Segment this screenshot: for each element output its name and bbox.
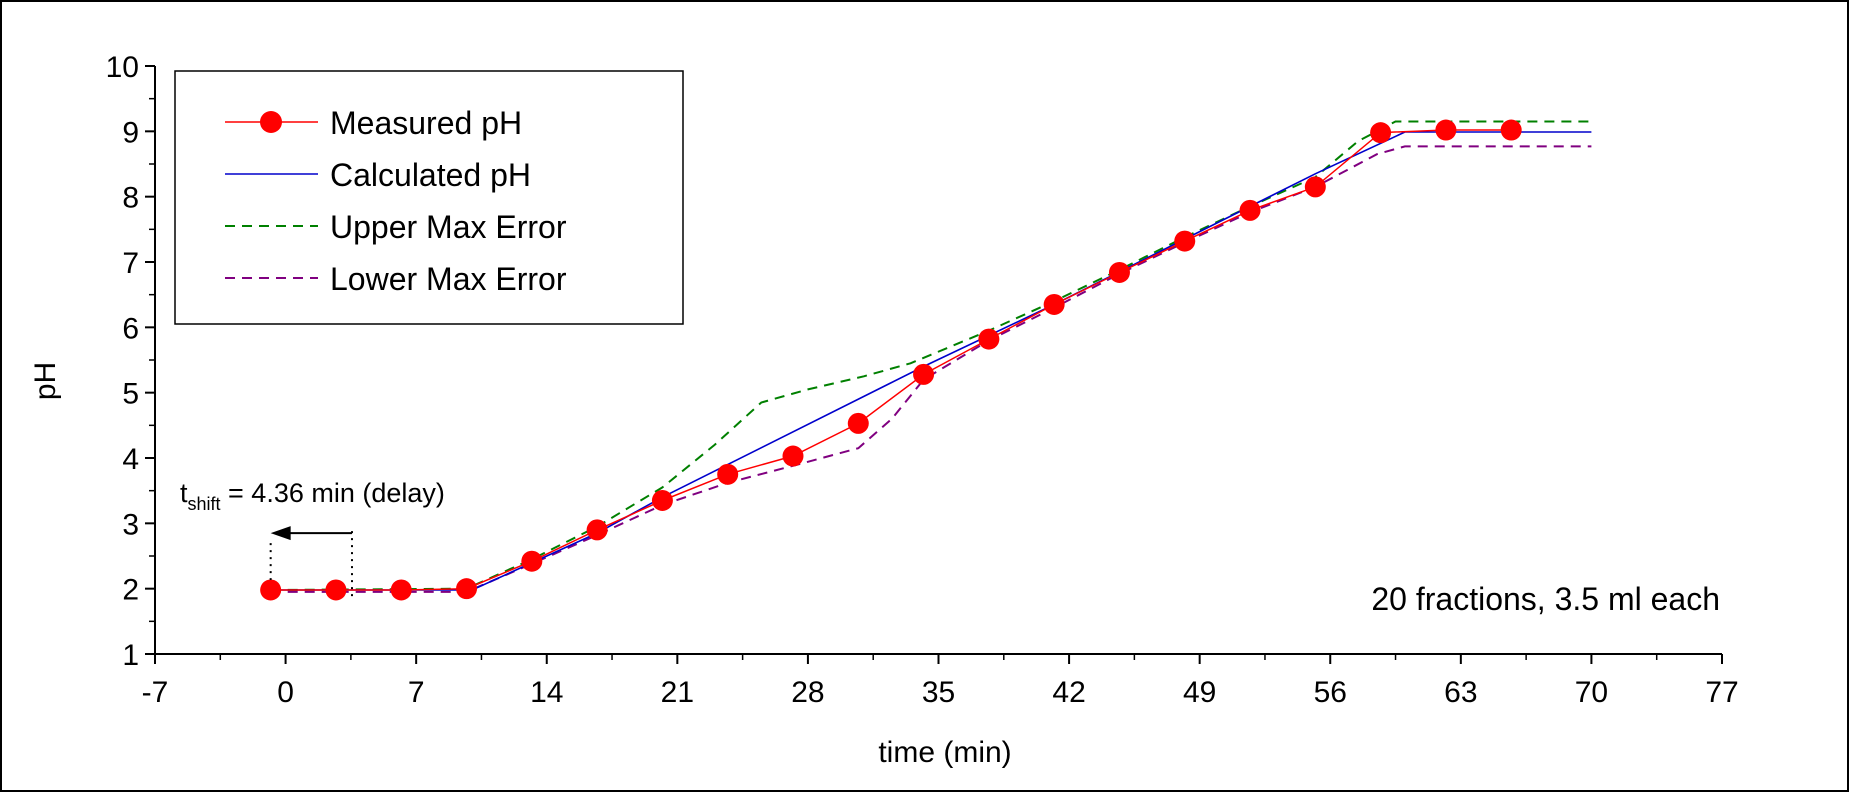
y-tick-label: 9	[122, 116, 139, 149]
shift-label-rest: = 4.36 min (delay)	[221, 478, 445, 508]
data-point-measured	[456, 578, 478, 600]
y-tick-label: 1	[122, 639, 139, 672]
y-tick-label: 8	[122, 182, 139, 215]
data-point-measured	[913, 363, 935, 385]
fractions-note: 20 fractions, 3.5 ml each	[1371, 581, 1720, 617]
data-point-measured	[1108, 261, 1130, 283]
y-tick-label: 6	[122, 312, 139, 345]
y-tick-label: 3	[122, 508, 139, 541]
x-tick-label: 77	[1705, 676, 1738, 709]
x-tick-label: 70	[1575, 676, 1608, 709]
shift-label-main: t	[180, 478, 188, 508]
series-line-measured-ph	[270, 129, 1512, 591]
data-point-measured	[1304, 176, 1326, 198]
data-point-measured	[260, 579, 282, 601]
y-tick-label: 5	[122, 378, 139, 411]
legend-label-calculated: Calculated pH	[330, 157, 531, 193]
legend-marker-measured	[260, 111, 282, 133]
y-tick-label: 7	[122, 247, 139, 280]
data-point-measured	[1239, 199, 1261, 221]
data-point-measured	[717, 463, 739, 485]
x-tick-label: 56	[1314, 676, 1347, 709]
y-tick-label: 2	[122, 574, 139, 607]
data-point-measured	[782, 445, 804, 467]
x-tick-label: 63	[1444, 676, 1477, 709]
x-tick-label: 0	[277, 676, 294, 709]
x-axis-label: time (min)	[878, 736, 1011, 769]
data-point-measured	[1500, 119, 1522, 141]
annotation-layer	[269, 526, 353, 600]
data-point-measured	[847, 412, 869, 434]
legend-box	[174, 70, 684, 325]
y-axis-label: pH	[29, 362, 62, 400]
x-tick-label: 42	[1052, 676, 1085, 709]
data-point-measured	[390, 579, 412, 601]
legend: Measured pH Calculated pH Upper Max Erro…	[174, 70, 684, 325]
x-tick-label: 7	[408, 676, 425, 709]
data-point-measured	[1435, 119, 1457, 141]
shift-arrow-head	[270, 526, 291, 541]
data-point-measured	[325, 579, 347, 601]
series-layer	[260, 119, 1592, 601]
legend-label-upper: Upper Max Error	[330, 209, 567, 245]
y-tick-label: 4	[122, 443, 139, 476]
x-tick-label: 35	[922, 676, 955, 709]
data-point-measured	[586, 519, 608, 541]
legend-label-lower: Lower Max Error	[330, 261, 567, 297]
data-point-measured	[521, 550, 543, 572]
x-tick-label: -7	[142, 676, 169, 709]
x-tick-label: 28	[791, 676, 824, 709]
data-point-measured	[1370, 122, 1392, 144]
x-tick-label: 14	[530, 676, 563, 709]
data-point-measured	[978, 328, 1000, 350]
x-tick-label: 21	[661, 676, 694, 709]
data-point-measured	[1174, 230, 1196, 252]
legend-label-measured: Measured pH	[330, 105, 522, 141]
data-point-measured	[1043, 293, 1065, 315]
y-tick-label: 10	[106, 51, 139, 84]
shift-label-sub: shift	[188, 494, 221, 514]
x-tick-label: 49	[1183, 676, 1216, 709]
shift-label: tshift = 4.36 min (delay)	[180, 478, 445, 514]
data-point-measured	[651, 489, 673, 511]
